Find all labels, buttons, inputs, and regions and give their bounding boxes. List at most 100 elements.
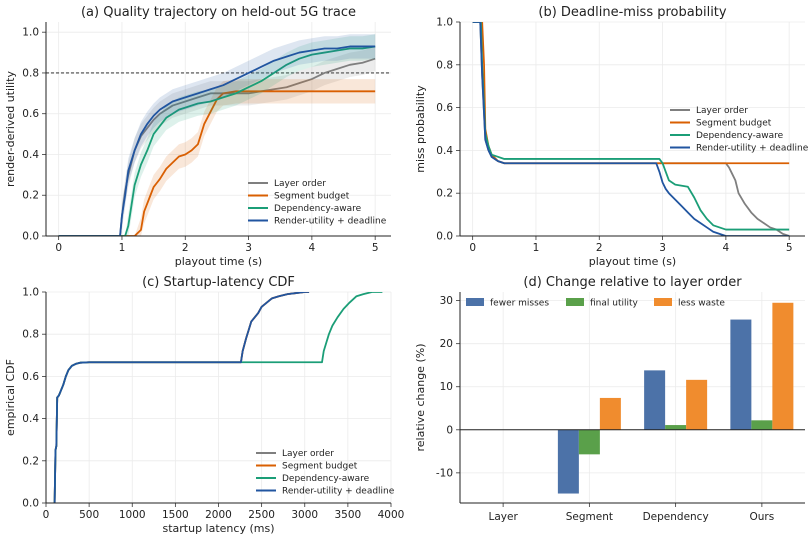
series-line-segment-budget [53, 292, 310, 503]
y-tick-label: 0.4 [22, 149, 39, 161]
y-tick-label: 0.8 [22, 329, 39, 341]
x-tick-label: 2 [182, 242, 189, 254]
legend-swatch [466, 298, 484, 306]
y-tick-label: 0 [446, 424, 453, 436]
legend-label: Layer order [274, 179, 326, 189]
y-tick-label: 0.6 [22, 108, 39, 120]
x-tick-label: 2500 [248, 509, 275, 521]
y-tick-label: 0.2 [22, 190, 39, 202]
legend-label: Render-utility + deadline [274, 217, 387, 227]
y-tick-label: 0.8 [22, 67, 39, 79]
legend-label: Segment budget [274, 192, 350, 202]
x-tick-label: 2000 [205, 509, 232, 521]
x-tick-label: 1 [533, 242, 540, 254]
bar-fewer-misses-ours [730, 319, 752, 430]
y-tick-label: 0.6 [22, 371, 39, 383]
legend-label: Segment budget [282, 462, 358, 472]
series-line-dependency-aware [58, 45, 376, 236]
series-line-render-utility-plus-deadline [472, 22, 790, 236]
x-tick-label: 0 [469, 242, 476, 254]
chart-a: (a) Quality trajectory on held-out 5G tr… [4, 5, 391, 268]
y-tick-label: 10 [440, 381, 453, 393]
chart-d: (d) Change relative to layer order -10 0 10… [414, 275, 805, 523]
plot-area [472, 22, 790, 236]
x-tick-label: 4 [723, 242, 730, 254]
y-tick-label: 0.4 [22, 413, 39, 425]
y-tick-label: 1.0 [436, 17, 453, 29]
legend-label: Dependency-aware [696, 131, 784, 141]
bar-final-utility-segment [578, 429, 600, 455]
series-line-segment-budget [472, 22, 790, 165]
y-tick-label: 20 [440, 338, 453, 350]
x-tick-label: 3000 [291, 509, 318, 521]
legend-label: Render-utility + deadline [696, 144, 809, 154]
x-tick-label: 3 [245, 242, 252, 254]
x-tick-label: 5 [786, 242, 793, 254]
x-tick-label: Layer [488, 511, 518, 523]
x-axis-label: startup latency (ms) [162, 522, 274, 535]
bar-final-utility-dependency [665, 425, 687, 430]
y-axis-label: render-derived utility [4, 71, 17, 187]
bar-less-waste-segment [599, 397, 621, 430]
legend-label: Dependency-aware [274, 204, 362, 214]
x-tick-label: 3 [659, 242, 666, 254]
chart-title: (a) Quality trajectory on held-out 5G tr… [81, 5, 356, 20]
x-tick-label: 4000 [378, 509, 405, 521]
x-tick-label: Dependency [643, 511, 709, 523]
plot-area [53, 292, 383, 503]
y-tick-label: 1.0 [22, 287, 39, 299]
chart-b: (b) Deadline-miss probability 0.0 0.2 0.4 0.… [414, 5, 809, 268]
y-tick-label: 30 [440, 295, 453, 307]
x-tick-label: 1000 [119, 509, 146, 521]
series-line-render-utility-plus-deadline [58, 45, 376, 236]
chart-title: (b) Deadline-miss probability [538, 5, 727, 20]
y-tick-label: 0.6 [436, 102, 453, 114]
x-tick-label: 1500 [162, 509, 189, 521]
uncertainty-band [58, 46, 376, 236]
chart-title: (c) Startup-latency CDF [142, 275, 295, 290]
x-tick-label: 500 [79, 509, 99, 521]
y-axis-label: miss probability [414, 85, 427, 173]
y-axis-label: empirical CDF [4, 359, 17, 436]
series-line-layer-order [472, 22, 790, 236]
x-tick-label: Segment [566, 511, 613, 523]
bar-less-waste-dependency [686, 379, 708, 430]
x-tick-label: 4 [309, 242, 316, 254]
y-tick-label: 1.0 [22, 27, 39, 39]
legend-label: Dependency-aware [282, 474, 370, 484]
y-tick-label: 0.0 [22, 231, 39, 243]
plot-area [58, 34, 376, 236]
bar-fewer-misses-segment [557, 429, 579, 494]
uncertainty-band [58, 34, 376, 236]
chart-title: (d) Change relative to layer order [523, 275, 742, 290]
x-tick-label: 5 [372, 242, 379, 254]
y-tick-label: 0.2 [22, 455, 39, 467]
uncertainty-band [58, 79, 376, 236]
x-axis-label: playout time (s) [589, 255, 676, 268]
x-tick-label: 1 [119, 242, 126, 254]
y-tick-label: 0.8 [436, 59, 453, 71]
bar-less-waste-ours [772, 302, 794, 430]
legend-label: Render-utility + deadline [282, 487, 395, 497]
legend-swatch [566, 298, 584, 306]
series-line-render-utility-plus-deadline [53, 292, 310, 503]
x-tick-label: Ours [750, 511, 775, 523]
legend-label: Layer order [696, 106, 748, 116]
series-line-layer-order [53, 292, 310, 503]
x-tick-label: 0 [43, 509, 50, 521]
x-tick-label: 0 [55, 242, 62, 254]
y-tick-label: 0.0 [436, 231, 453, 243]
legend-label: Segment budget [696, 119, 772, 129]
y-tick-label: 0.4 [436, 145, 453, 157]
uncertainty-band [58, 34, 376, 236]
legend-label: fewer misses [490, 299, 549, 309]
y-tick-label: -10 [436, 467, 453, 479]
x-axis-label: playout time (s) [175, 255, 262, 268]
y-tick-label: 0.0 [22, 498, 39, 510]
y-axis-label: relative change (%) [414, 343, 427, 451]
x-tick-label: 3500 [335, 509, 362, 521]
x-tick-label: 2 [596, 242, 603, 254]
bar-final-utility-ours [751, 420, 773, 430]
legend-label: final utility [590, 299, 639, 309]
